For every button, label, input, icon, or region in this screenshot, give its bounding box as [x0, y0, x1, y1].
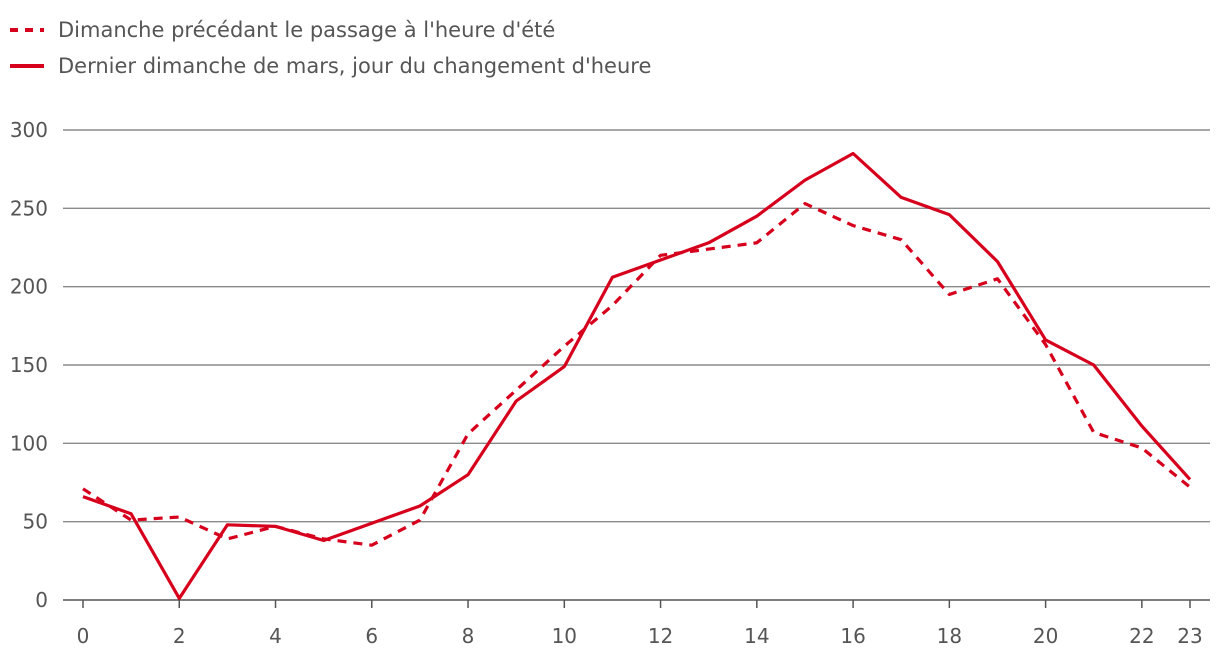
y-tick-label-50: 50: [23, 510, 48, 534]
y-tick-label-250: 250: [10, 196, 48, 220]
x-tick-label-12: 12: [648, 624, 673, 648]
x-tick-label-4: 4: [269, 624, 282, 648]
legend-item-solid: Dernier dimanche de mars, jour du change…: [10, 48, 651, 84]
x-tick-label-0: 0: [77, 624, 90, 648]
y-tick-label-100: 100: [10, 431, 48, 455]
x-tick-label-18: 18: [937, 624, 962, 648]
x-tick-label-8: 8: [462, 624, 475, 648]
series-line-dashed: [82, 202, 1192, 547]
legend-item-dashed: Dimanche précédant le passage à l'heure …: [10, 12, 651, 48]
dashed-line-icon: [10, 28, 44, 32]
y-tick-label-300: 300: [10, 118, 48, 142]
legend-label-dashed: Dimanche précédant le passage à l'heure …: [58, 18, 556, 42]
x-tick-label-22: 22: [1129, 624, 1154, 648]
y-tick-label-200: 200: [10, 275, 48, 299]
y-tick-label-0: 0: [35, 588, 48, 612]
legend: Dimanche précédant le passage à l'heure …: [10, 12, 651, 84]
x-tick-label-20: 20: [1033, 624, 1058, 648]
x-tick-label-16: 16: [840, 624, 865, 648]
x-tick-label-14: 14: [744, 624, 769, 648]
x-tick-label-6: 6: [365, 624, 378, 648]
solid-line-icon: [10, 64, 44, 68]
x-tick-label-2: 2: [173, 624, 186, 648]
x-tick-label-23: 23: [1177, 624, 1202, 648]
x-tick-label-10: 10: [552, 624, 577, 648]
series-line-solid: [82, 151, 1192, 601]
y-tick-label-150: 150: [10, 353, 48, 377]
legend-label-solid: Dernier dimanche de mars, jour du change…: [58, 54, 652, 78]
